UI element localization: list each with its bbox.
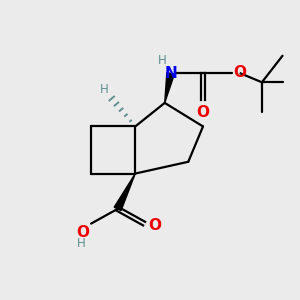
Text: O: O (196, 105, 209, 120)
Text: N: N (164, 66, 177, 81)
Text: O: O (148, 218, 161, 232)
Text: O: O (76, 225, 90, 240)
Polygon shape (165, 73, 174, 103)
Polygon shape (114, 174, 135, 211)
Text: H: H (99, 83, 108, 96)
Text: H: H (158, 54, 166, 67)
Text: H: H (76, 237, 85, 250)
Text: O: O (233, 65, 246, 80)
